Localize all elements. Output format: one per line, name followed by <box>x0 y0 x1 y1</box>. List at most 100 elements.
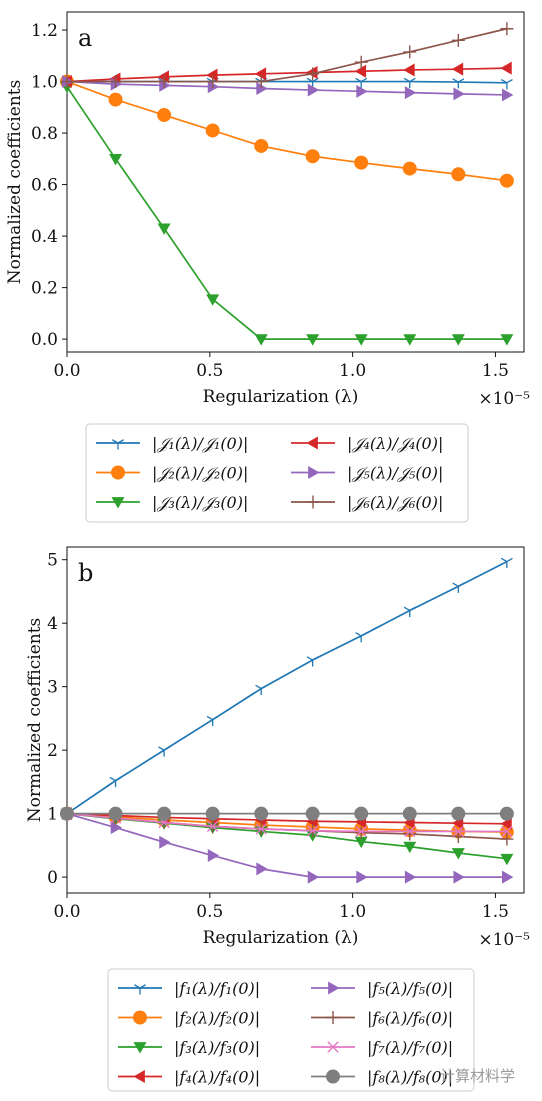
legend-label: |f₈(λ)/f₈(0)| <box>367 1068 453 1087</box>
data-point <box>499 173 514 188</box>
plot-frame <box>66 546 525 894</box>
data-point <box>306 334 320 346</box>
x-tick-label: 0.5 <box>196 902 223 922</box>
data-point <box>500 79 513 90</box>
legend-label: |f₄(λ)/f₄(0)| <box>174 1068 260 1087</box>
y-tick-label: 0 <box>47 868 58 888</box>
data-point <box>109 75 123 89</box>
data-point <box>205 806 220 821</box>
legend-entry-3: |𝒥₃(λ)/𝒥₃(0)| <box>96 493 248 512</box>
data-point <box>109 776 122 788</box>
data-point <box>206 715 219 727</box>
data-point <box>207 849 220 863</box>
legend-label: |f₇(λ)/f₇(0)| <box>367 1038 453 1057</box>
x-axis-multiplier: ×10⁻⁵ <box>478 389 530 409</box>
plot-frame <box>66 11 525 353</box>
series-line <box>66 560 508 815</box>
data-point <box>403 63 415 77</box>
data-point <box>403 606 416 617</box>
data-point <box>404 870 417 884</box>
data-point <box>254 806 269 821</box>
data-point <box>157 70 169 84</box>
data-point <box>207 80 220 94</box>
data-point <box>354 806 369 821</box>
data-point <box>451 334 465 346</box>
legend-marker <box>326 1069 340 1084</box>
y-tick-label: 2 <box>47 741 58 761</box>
data-point <box>254 138 269 153</box>
data-point <box>60 75 74 89</box>
data-point <box>451 806 466 821</box>
data-point <box>501 88 514 102</box>
legend-label: |𝒥₄(λ)/𝒥₄(0)| <box>347 434 443 453</box>
data-point <box>110 821 123 835</box>
legend-entry-1: |f₁(λ)/f₁(0)| <box>118 979 260 998</box>
data-point <box>453 870 465 884</box>
x-axis-label: Regularization (λ) <box>203 928 359 948</box>
legend-label: |f₂(λ)/f₂(0)| <box>174 1009 260 1028</box>
y-tick-label: 0.2 <box>31 279 58 299</box>
data-point <box>500 22 514 36</box>
x-axis-multiplier: ×10⁻⁵ <box>478 930 530 950</box>
y-tick-label: 4 <box>47 614 58 634</box>
series-line <box>66 80 507 182</box>
series-line <box>66 812 507 825</box>
series-8 <box>60 806 514 821</box>
data-point <box>254 334 268 346</box>
data-point <box>501 870 514 884</box>
data-point <box>452 78 465 89</box>
series-line <box>66 80 507 96</box>
series-5 <box>62 75 514 102</box>
data-point <box>500 817 512 831</box>
data-point <box>354 826 368 840</box>
series-1 <box>61 557 513 821</box>
data-point <box>255 684 268 696</box>
data-point <box>256 82 268 95</box>
series-line <box>67 27 508 83</box>
legend-entry-4: |𝒥₄(λ)/𝒥₄(0)| <box>291 434 443 453</box>
y-axis-label: Normalized coefficients <box>25 618 45 823</box>
data-point <box>451 848 465 860</box>
data-point <box>500 853 514 866</box>
data-point <box>354 55 368 69</box>
data-point <box>256 862 268 876</box>
watermark-text: 计算材料学 <box>440 1067 515 1085</box>
data-point <box>108 806 123 821</box>
data-point <box>354 155 369 170</box>
data-point <box>157 108 172 123</box>
data-point <box>306 66 318 80</box>
series-line <box>66 86 507 340</box>
y-tick-label: 0.6 <box>31 176 58 196</box>
data-point <box>499 806 514 821</box>
y-tick-label: 1.0 <box>31 73 58 93</box>
data-point <box>354 64 367 78</box>
legend-label: |𝒥₃(λ)/𝒥₃(0)| <box>152 493 248 512</box>
legend-entry-6: |f₆(λ)/f₆(0)| <box>311 1009 453 1028</box>
data-point <box>60 806 74 821</box>
legend-label: |f₆(λ)/f₆(0)| <box>367 1009 453 1028</box>
data-point <box>403 827 417 841</box>
series-3 <box>60 81 514 346</box>
legend-label: |𝒥₅(λ)/𝒥₅(0)| <box>347 464 443 483</box>
data-point <box>254 67 267 81</box>
data-point <box>402 806 417 821</box>
legend-marker <box>328 981 340 995</box>
x-axis-label: Regularization (λ) <box>203 387 359 407</box>
data-point <box>356 84 368 98</box>
data-point <box>403 45 417 59</box>
x-tick-label: 1.5 <box>482 361 509 381</box>
legend-marker <box>306 436 318 450</box>
data-point <box>354 334 368 346</box>
series-4 <box>60 61 512 89</box>
data-point <box>255 823 267 835</box>
data-point <box>500 334 514 346</box>
data-point <box>500 557 513 569</box>
data-point <box>403 77 416 89</box>
legend-label: |𝒥₂(λ)/𝒥₂(0)| <box>152 464 248 483</box>
series-line <box>66 812 507 833</box>
data-point <box>453 87 465 101</box>
y-tick-label: 1 <box>47 805 58 825</box>
legend-box <box>85 423 469 523</box>
data-point <box>402 161 417 176</box>
